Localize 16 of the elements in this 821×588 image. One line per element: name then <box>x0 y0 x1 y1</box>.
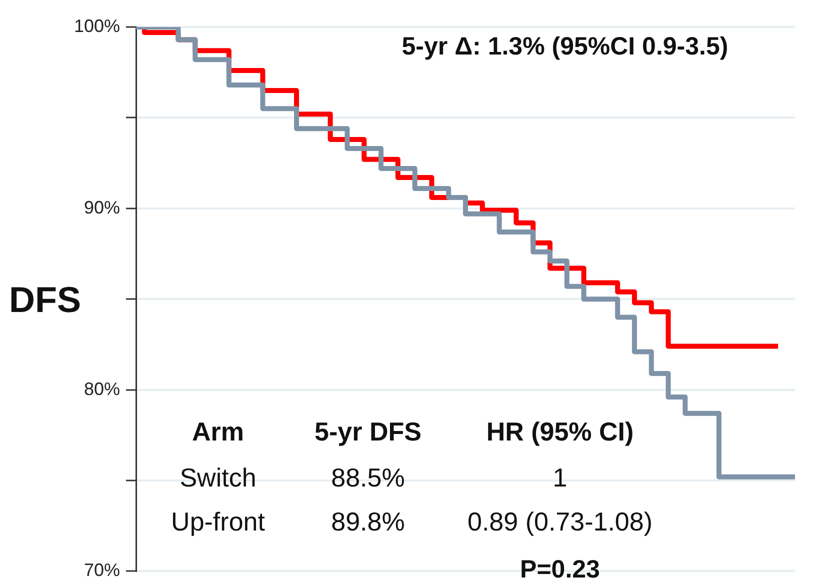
annotation: Switch <box>180 462 256 494</box>
annotation: HR (95% CI) <box>486 416 634 448</box>
annotation: 89.8% <box>331 506 405 538</box>
annotation: 5-yr DFS <box>314 416 422 448</box>
annotation: P=0.23 <box>520 556 600 584</box>
y-tick-label: 100% <box>74 16 120 36</box>
annotation: Arm <box>192 416 244 448</box>
annotation: Up-front <box>171 506 265 538</box>
y-tick-label: 90% <box>84 197 120 218</box>
annotation: 88.5% <box>331 462 405 494</box>
annotation: 1 <box>552 462 568 494</box>
y-tick-label: 80% <box>84 378 120 399</box>
y-tick-label: 70% <box>84 560 120 580</box>
annotation: 0.89 (0.73-1.08) <box>467 506 653 538</box>
y-axis-title: DFS <box>9 279 81 321</box>
annotation: 5-yr Δ: 1.3% (95%CI 0.9-3.5) <box>402 32 728 62</box>
